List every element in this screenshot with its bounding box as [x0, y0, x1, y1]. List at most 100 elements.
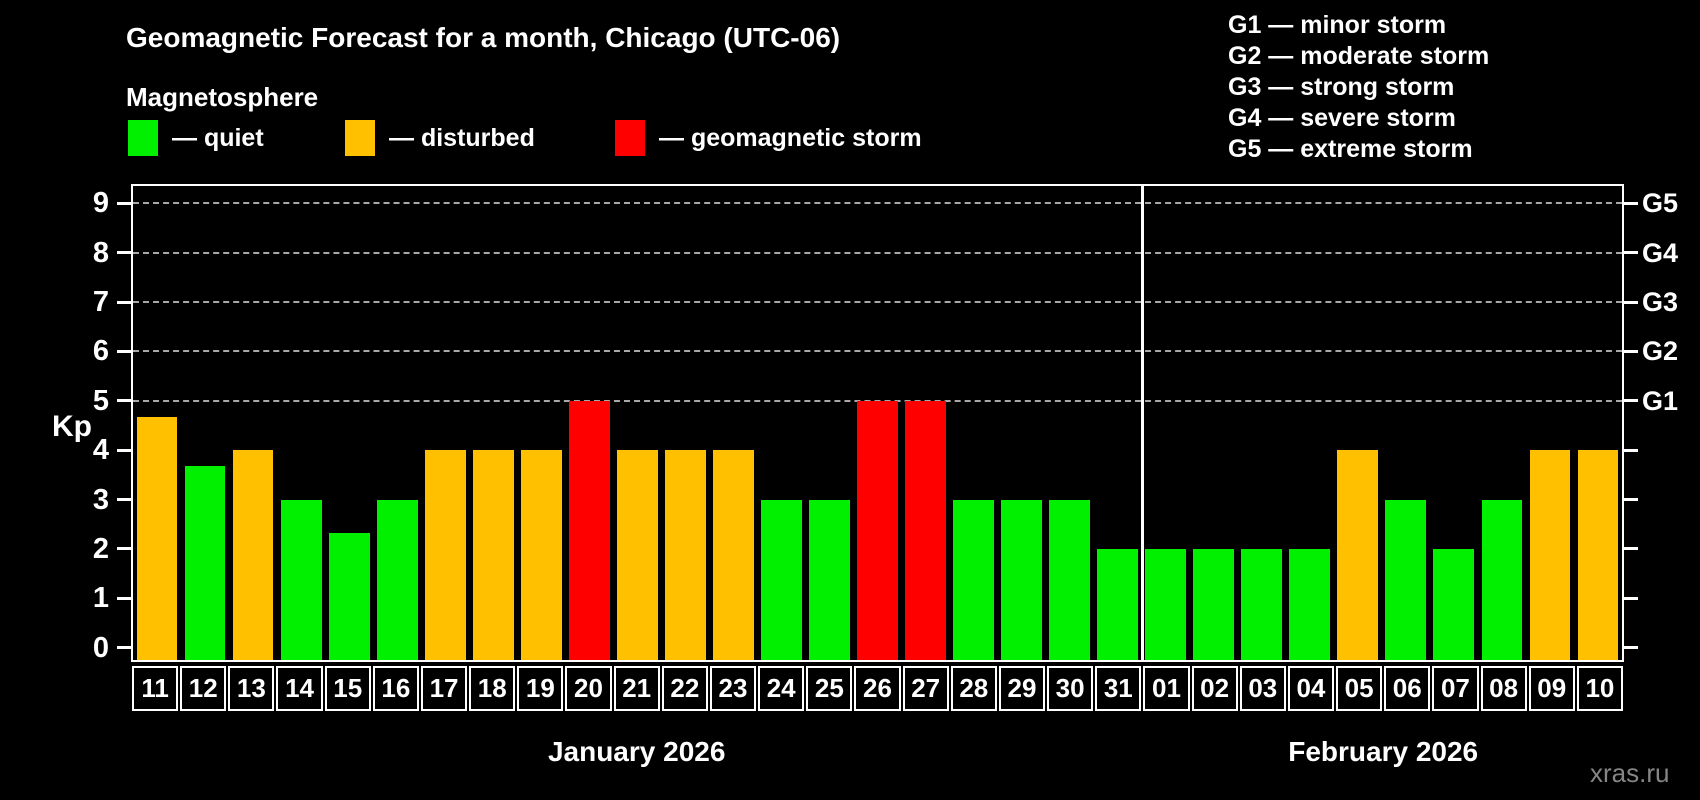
- y-axis-label-7: 7: [92, 286, 109, 319]
- day-label-27: 27: [902, 666, 949, 711]
- y-axis-label-8: 8: [92, 236, 109, 269]
- day-label-09: 09: [1528, 666, 1575, 711]
- kp-bar-day-15: [328, 532, 370, 660]
- day-label-17: 17: [420, 666, 468, 711]
- y-tick-left-3: [117, 498, 131, 502]
- kp-bar-day-23: [712, 450, 754, 660]
- y-tick-left-6: [117, 349, 131, 353]
- kp-bar-day-24: [761, 499, 802, 660]
- y-tick-left-0: [117, 646, 131, 650]
- y-tick-right-6: [1624, 349, 1638, 353]
- kp-bar-day-30: [1049, 499, 1091, 660]
- legend-label-storm: — geomagnetic storm: [659, 123, 922, 152]
- kp-bar-day-25: [809, 499, 850, 660]
- day-label-06: 06: [1384, 666, 1431, 711]
- y-axis-label-2: 2: [92, 532, 109, 565]
- plot-area: 0 1 2 3 4 5 6 7 8 9 G1 G2 G3 G4 G5: [93, 184, 1678, 664]
- g-legend-line-g4: G4 — severe storm: [1228, 104, 1456, 132]
- y-axis-label-3: 3: [92, 483, 109, 516]
- gridline-kp8: [133, 251, 1622, 254]
- y-axis-label-6: 6: [92, 335, 109, 368]
- day-label-03: 03: [1239, 666, 1286, 711]
- watermark: xras.ru: [1590, 758, 1670, 788]
- day-label-24: 24: [758, 666, 805, 711]
- legend-label-quiet: — quiet: [172, 123, 264, 152]
- day-label-20: 20: [565, 666, 612, 711]
- g-axis-label-g1: G1: [1642, 385, 1679, 416]
- y-tick-right-9: [1624, 201, 1638, 205]
- day-label-08: 08: [1480, 666, 1527, 711]
- gridline-kp7: [133, 301, 1622, 304]
- y-tick-right-2: [1624, 547, 1638, 551]
- y-axis-label-5: 5: [92, 384, 109, 417]
- y-tick-left-5: [117, 399, 131, 403]
- month-label-1: January 2026: [547, 736, 726, 767]
- y-axis-label-1: 1: [92, 582, 109, 615]
- kp-bar-day-29: [1001, 499, 1042, 660]
- month-axis-row: January 2026 February 2026: [131, 736, 1624, 768]
- day-label-30: 30: [1047, 666, 1094, 711]
- kp-bar-day-03: [1241, 548, 1283, 660]
- day-label-05: 05: [1336, 666, 1383, 711]
- y-tick-left-8: [117, 251, 131, 255]
- y-tick-left-4: [117, 448, 131, 452]
- day-label-25: 25: [806, 666, 853, 711]
- day-label-14: 14: [276, 666, 323, 711]
- y-axis-title: Kp: [52, 410, 92, 443]
- gridline-kp9: [133, 202, 1622, 205]
- day-label-31: 31: [1095, 666, 1142, 711]
- kp-bar-day-01: [1145, 548, 1187, 660]
- g-axis-label-g3: G3: [1642, 287, 1679, 318]
- kp-bar-day-05: [1337, 450, 1379, 660]
- chart-subtitle: Magnetosphere: [126, 82, 319, 112]
- chart-title: Geomagnetic Forecast for a month, Chicag…: [126, 22, 841, 53]
- day-label-23: 23: [709, 666, 757, 711]
- y-tick-right-5: [1624, 399, 1638, 403]
- kp-bar-day-17: [424, 450, 466, 660]
- gridline-kp6: [133, 350, 1622, 353]
- day-label-18: 18: [469, 666, 516, 711]
- y-tick-left-7: [117, 300, 131, 304]
- legend-swatch-disturbed: [345, 120, 375, 156]
- y-axis-label-0: 0: [92, 631, 109, 664]
- month-label-2: February 2026: [1288, 736, 1479, 767]
- legend-item-disturbed: — disturbed: [345, 119, 535, 157]
- g-legend-line-g5: G5 — extreme storm: [1228, 135, 1473, 163]
- kp-bar-day-22: [664, 450, 706, 660]
- day-label-07: 07: [1432, 666, 1479, 711]
- day-label-04: 04: [1287, 666, 1335, 711]
- y-tick-right-4: [1624, 448, 1638, 452]
- kp-bar-day-10: [1577, 450, 1619, 660]
- kp-bar-day-28: [953, 499, 994, 660]
- kp-bar-day-02: [1193, 548, 1235, 660]
- y-tick-right-7: [1624, 300, 1638, 304]
- kp-bar-day-14: [280, 499, 322, 660]
- y-tick-left-1: [117, 596, 131, 600]
- day-label-28: 28: [950, 666, 997, 711]
- kp-bar-day-13: [232, 450, 274, 660]
- day-label-19: 19: [517, 666, 564, 711]
- day-label-22: 22: [661, 666, 708, 711]
- g-legend-line-g1: G1 — minor storm: [1228, 11, 1447, 39]
- day-label-11: 11: [132, 666, 179, 711]
- y-tick-right-3: [1624, 498, 1638, 502]
- day-label-26: 26: [854, 666, 901, 711]
- kp-bar-day-08: [1481, 499, 1523, 660]
- month-separator-line: [1140, 186, 1144, 660]
- y-tick-right-1: [1624, 596, 1638, 600]
- day-label-12: 12: [180, 666, 227, 711]
- day-label-10: 10: [1576, 666, 1623, 711]
- legend-item-storm: — geomagnetic storm: [615, 119, 922, 157]
- g-axis-label-g2: G2: [1642, 336, 1679, 367]
- kp-bar-day-18: [472, 450, 514, 660]
- g-axis-label-g4: G4: [1642, 237, 1679, 268]
- day-label-01: 01: [1143, 666, 1190, 711]
- day-label-16: 16: [372, 666, 419, 711]
- day-label-13: 13: [228, 666, 275, 711]
- kp-bar-day-09: [1529, 450, 1571, 660]
- kp-bar-day-27: [905, 400, 946, 660]
- kp-bar-day-19: [520, 450, 562, 660]
- y-tick-right-8: [1624, 251, 1638, 255]
- kp-bar-day-04: [1289, 548, 1331, 660]
- kp-bar-day-12: [184, 466, 226, 660]
